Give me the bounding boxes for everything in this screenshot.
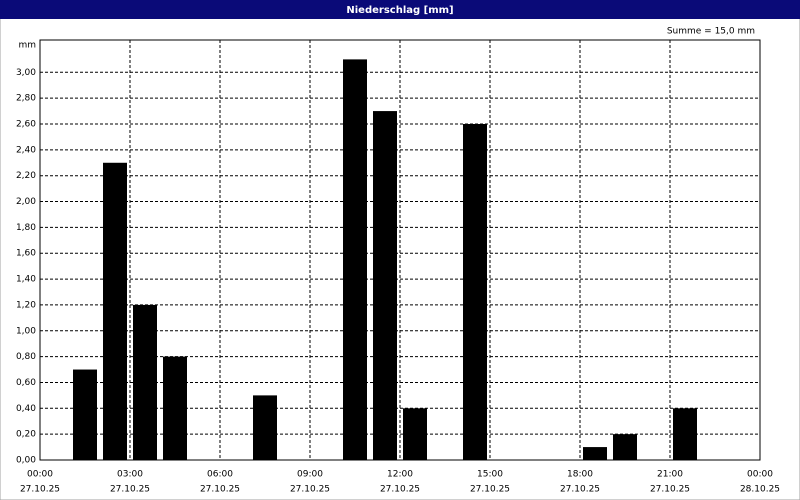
y-tick-label: 2,60 [16, 120, 36, 130]
y-tick-label: 0,60 [16, 378, 36, 388]
y-tick-label: 2,80 [16, 94, 36, 104]
y-tick-label: 3,00 [16, 68, 36, 78]
y-unit: mm [18, 41, 36, 51]
x-tick-date: 27.10.25 [470, 485, 510, 495]
bar [583, 447, 607, 460]
x-tick-label: 18:00 [567, 470, 593, 480]
y-tick-label: 1,00 [16, 326, 36, 336]
bar [463, 124, 487, 460]
y-tick-label: 0,20 [16, 430, 36, 440]
x-tick-date: 28.10.25 [740, 485, 780, 495]
y-tick-label: 2,00 [16, 197, 36, 207]
x-tick-label: 12:00 [387, 470, 413, 480]
bar [163, 356, 187, 460]
x-tick-date: 27.10.25 [20, 485, 60, 495]
x-tick-label: 00:00 [747, 470, 773, 480]
y-tick-label: 0,80 [16, 352, 36, 362]
x-tick-date: 27.10.25 [560, 485, 600, 495]
y-tick-label: 1,60 [16, 249, 36, 259]
x-tick-label: 21:00 [657, 470, 683, 480]
bar [673, 408, 697, 460]
x-tick-date: 27.10.25 [650, 485, 690, 495]
x-tick-date: 27.10.25 [200, 485, 240, 495]
y-tick-label: 2,40 [16, 145, 36, 155]
bar [613, 434, 637, 460]
bar [103, 162, 127, 460]
x-tick-label: 00:00 [27, 470, 53, 480]
chart-title: Niederschlag [mm] [346, 5, 453, 16]
bar [133, 304, 157, 460]
y-tick-label: 1,80 [16, 223, 36, 233]
x-tick-label: 15:00 [477, 470, 503, 480]
x-tick-date: 27.10.25 [380, 485, 420, 495]
x-tick-label: 03:00 [117, 470, 143, 480]
x-tick-date: 27.10.25 [290, 485, 330, 495]
plot-frame [39, 39, 761, 461]
x-tick-label: 06:00 [207, 470, 233, 480]
annotation: Summe = 15,0 mm [667, 27, 755, 37]
y-tick-label: 2,20 [16, 171, 36, 181]
bar [403, 408, 427, 460]
y-tick-label: 1,20 [16, 300, 36, 310]
y-tick-label: 0,40 [16, 404, 36, 414]
x-tick-label: 09:00 [297, 470, 323, 480]
y-tick-label: 1,40 [16, 275, 36, 285]
y-tick-label: 0,00 [16, 456, 36, 466]
bar [253, 395, 277, 460]
bar [73, 369, 97, 460]
bar [373, 111, 397, 461]
title-bar [0, 0, 800, 19]
x-tick-date: 27.10.25 [110, 485, 150, 495]
bar [343, 59, 367, 461]
